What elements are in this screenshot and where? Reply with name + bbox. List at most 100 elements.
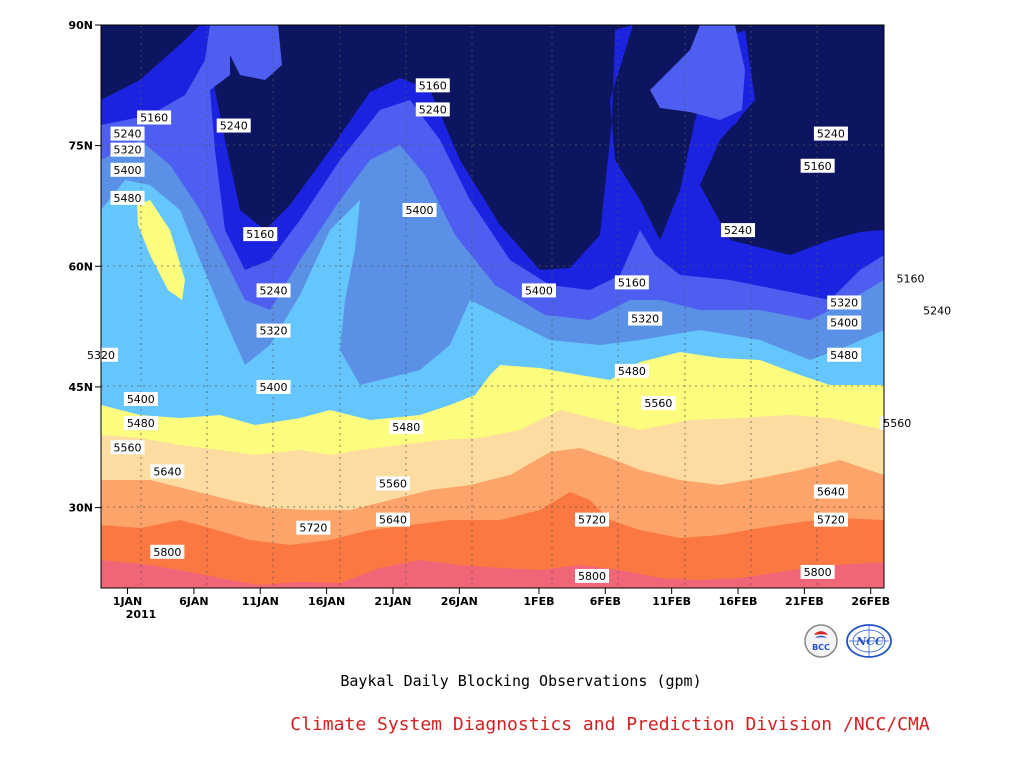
contour-label-text: 5480: [114, 192, 142, 205]
contour-label-box: [628, 311, 663, 326]
contour-label-text: 5160: [140, 111, 168, 124]
contour-label-box: [123, 391, 158, 406]
contour-label-text: 5800: [804, 566, 832, 579]
contour-label-box: [800, 564, 835, 579]
contour-label-box: [827, 315, 862, 330]
contour-label: 5400: [827, 315, 862, 330]
contour-label-text: 5160: [897, 272, 925, 285]
contour-label: 5400: [123, 391, 158, 406]
contour-label: 5240: [110, 126, 145, 141]
contour-label: 5240: [415, 102, 450, 117]
y-tick-label: 30N: [68, 502, 93, 515]
contour-label-box: [614, 275, 649, 290]
x-tick-label: 21JAN: [374, 595, 411, 608]
contour-label-text: 5400: [114, 164, 142, 177]
contour-label: 5480: [389, 420, 424, 435]
footer-credit: Climate System Diagnostics and Predictio…: [290, 714, 930, 735]
contour-label: 5320: [628, 311, 663, 326]
contour-label: 5800: [150, 544, 185, 559]
contour-label-text: 5480: [618, 365, 646, 378]
contour-label-text: 5320: [260, 325, 288, 338]
contour-label-box: [110, 126, 145, 141]
contour-label-text: 5720: [578, 514, 606, 527]
contour-label: 5640: [813, 484, 848, 499]
contour-label-box: [813, 512, 848, 527]
contour-label: 5160: [614, 275, 649, 290]
contour-label: 5400: [110, 162, 145, 177]
contour-label-box: [110, 190, 145, 205]
contour-label: 5480: [110, 190, 145, 205]
contour-label-box: [150, 544, 185, 559]
contour-label-box: [150, 464, 185, 479]
x-tick-label: 26JAN: [441, 595, 478, 608]
x-tick-label: 26FEB: [851, 595, 890, 608]
contour-label-box: [137, 110, 172, 125]
contour-label: 5160: [893, 271, 928, 286]
contour-label-box: [296, 520, 331, 535]
contour-label: 5320: [110, 142, 145, 157]
x-tick-label: 21FEB: [785, 595, 824, 608]
contour-label-text: 5560: [883, 417, 911, 430]
contour-label-box: [721, 223, 756, 238]
contour-label-text: 5640: [817, 485, 845, 498]
contour-label: 5480: [827, 347, 862, 362]
fill-above-5800: [101, 560, 884, 588]
contour-label: 5560: [375, 476, 410, 491]
contour-label-box: [389, 420, 424, 435]
bcc-logo-icon: BCC: [804, 624, 838, 658]
fill-5720-5800: [101, 492, 884, 588]
contour-label: 5240: [920, 303, 955, 318]
contour-label-box: [827, 295, 862, 310]
contour-label-box: [110, 162, 145, 177]
contour-label: 5560: [641, 396, 676, 411]
contour-label: 5560: [110, 440, 145, 455]
contour-label-text: 5240: [114, 128, 142, 141]
contour-label-box: [813, 126, 848, 141]
contour-label-box: [402, 202, 437, 217]
contour-label-text: 5640: [379, 514, 407, 527]
contour-label: 5160: [137, 110, 172, 125]
contour-label-box: [614, 363, 649, 378]
contour-label: 5240: [721, 223, 756, 238]
contour-label: 5640: [150, 464, 185, 479]
contour-label-box: [415, 102, 450, 117]
contour-label: 5160: [800, 158, 835, 173]
contour-label-text: 5400: [830, 317, 858, 330]
contour-label-text: 5560: [379, 477, 407, 490]
contour-label: 5800: [800, 564, 835, 579]
contour-labels: 5160 5240 5320 5400 5480 5320 5400 5480 5560 5640…: [84, 78, 955, 583]
contour-label: 5480: [123, 416, 158, 431]
x-tick-label: 11JAN: [242, 595, 279, 608]
contour-label: 5720: [813, 512, 848, 527]
contour-label-text: 5400: [127, 393, 155, 406]
contour-label-text: 5400: [406, 204, 434, 217]
contour-label-box: [893, 271, 928, 286]
contour-label-text: 5160: [618, 276, 646, 289]
contour-label: 5400: [521, 283, 556, 298]
x-year-label: 2011: [126, 608, 157, 621]
contour-label-text: 5800: [578, 570, 606, 583]
contour-label: 5400: [256, 379, 291, 394]
x-tick-label: 6JAN: [179, 595, 208, 608]
contour-label-box: [827, 347, 862, 362]
contour-label-text: 5480: [392, 421, 420, 434]
contour-label-text: 5160: [419, 79, 447, 92]
contour-label-box: [110, 142, 145, 157]
contour-label: 5240: [216, 118, 251, 133]
contour-label-box: [880, 416, 915, 431]
svg-text:BCC: BCC: [812, 643, 830, 652]
contour-label-text: 5640: [153, 465, 181, 478]
contour-label-text: 5320: [631, 313, 659, 326]
contour-label-text: 5160: [246, 228, 274, 241]
contour-label-box: [110, 440, 145, 455]
y-tick-label: 45N: [68, 381, 93, 394]
x-tick-label: 6FEB: [590, 595, 621, 608]
contour-label: 5240: [813, 126, 848, 141]
y-tick-label: 60N: [68, 260, 93, 273]
contour-chart: 5160 5240 5320 5400 5480 5320 5400 5480 5560 5640…: [68, 19, 955, 621]
contour-label: 5320: [827, 295, 862, 310]
contour-label-text: 5480: [830, 349, 858, 362]
contour-label-box: [243, 227, 278, 242]
contour-label-box: [256, 379, 291, 394]
contour-label-text: 5720: [299, 522, 327, 535]
